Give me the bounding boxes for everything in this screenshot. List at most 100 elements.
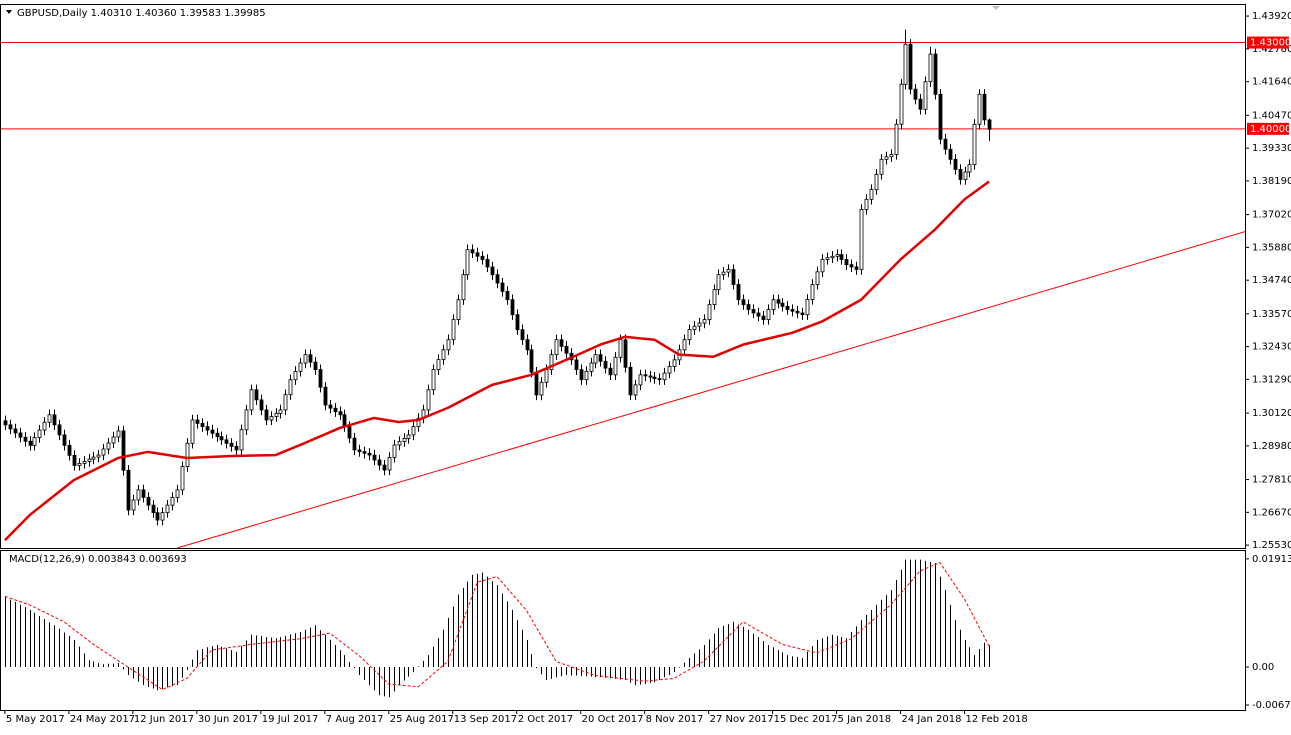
candle-body [37, 429, 42, 438]
candle-body [967, 164, 972, 173]
candle-body [205, 426, 210, 431]
y-tick-label: 1.43920 [1252, 11, 1291, 22]
candle-body [534, 371, 539, 396]
candle-body [766, 309, 771, 320]
candle-body [736, 284, 741, 301]
candle-body [879, 158, 884, 175]
candle-body [652, 376, 657, 379]
candle-body [928, 53, 933, 83]
x-tick-label: 5 Jan 2018 [838, 714, 892, 725]
candle-body [820, 259, 825, 273]
price-panel [0, 4, 1246, 549]
candle-body [170, 496, 175, 506]
candle-body [411, 426, 416, 436]
candle-body [869, 189, 874, 200]
y-tick-label: 1.37020 [1252, 210, 1291, 221]
candle-body [224, 439, 229, 444]
x-tick-label: 15 Dec 2017 [774, 714, 838, 725]
x-tick-label: 30 Jun 2017 [198, 714, 258, 725]
candle-body [465, 249, 470, 276]
candle-body [313, 361, 318, 371]
y-tick-label: 1.28980 [1252, 441, 1291, 452]
candle-body [155, 512, 160, 521]
candle-body [219, 436, 224, 441]
candle-body [23, 436, 28, 442]
price-label: 1.43000 [1250, 38, 1291, 49]
candle-body [362, 451, 367, 454]
candle-body [406, 434, 411, 439]
candle-body [475, 252, 480, 257]
candle-body [259, 399, 264, 411]
candle-body [790, 309, 795, 312]
candle-body [697, 322, 702, 327]
candle-body [977, 93, 982, 125]
candle-body [436, 359, 441, 371]
candle-body [165, 504, 170, 514]
candle-body [682, 339, 687, 351]
x-tick-label: 2 Oct 2017 [518, 714, 573, 725]
candle-body [564, 345, 569, 354]
candle-body [628, 366, 633, 396]
candle-body [480, 255, 485, 260]
candle-body [589, 362, 594, 372]
candle-body [918, 98, 923, 110]
candle-body [593, 354, 598, 364]
candle-body [210, 429, 215, 434]
y-tick-label: 1.31290 [1252, 374, 1291, 385]
x-tick-label: 25 Aug 2017 [390, 714, 454, 725]
candle-body [903, 43, 908, 85]
candle-body [190, 419, 195, 444]
y-tick-label: 1.32430 [1252, 342, 1291, 353]
candle-body [889, 154, 894, 158]
candle-body [82, 461, 87, 464]
price-plot [1, 29, 1245, 548]
candle-body [746, 304, 751, 310]
x-tick-label: 7 Aug 2017 [326, 714, 384, 725]
candle-body [559, 339, 564, 347]
candle-body [111, 436, 116, 444]
candle-body [387, 456, 392, 471]
candle-body [278, 409, 283, 414]
candle-body [544, 369, 549, 383]
candle-body [229, 442, 234, 447]
candle-body [972, 123, 977, 165]
candle-body [461, 274, 466, 301]
candle-body [47, 414, 52, 423]
candle-body [854, 266, 859, 270]
candle-body [520, 329, 525, 341]
candle-body [397, 441, 402, 446]
candle-body [908, 43, 913, 90]
signal-line [4, 561, 990, 691]
candle-body [106, 442, 111, 450]
candle-body [347, 426, 352, 439]
candle-body [470, 249, 475, 254]
candle-body [913, 88, 918, 100]
candle-body [377, 459, 382, 466]
menu-arrow[interactable] [6, 10, 12, 14]
candle-body [638, 374, 643, 386]
candle-body [771, 299, 776, 310]
candle-body [825, 257, 830, 260]
candle-body [529, 349, 534, 373]
candle-body [441, 349, 446, 360]
y-tick-label: 0.00 [1252, 662, 1274, 673]
price-label-box [1247, 36, 1289, 49]
candle-body [96, 454, 101, 458]
shift-marker [992, 6, 1000, 10]
candle-body [185, 442, 190, 467]
candle-body [795, 310, 800, 314]
candle-body [151, 504, 156, 514]
x-tick-label: 24 May 2017 [70, 714, 135, 725]
candle-body [731, 269, 736, 285]
y-tick-label: 1.34740 [1252, 275, 1291, 286]
candle-body [633, 384, 638, 396]
candle-body [372, 454, 377, 461]
candle-body [32, 437, 37, 446]
candle-body [175, 489, 180, 498]
candle-body [515, 314, 520, 331]
y-tick-label: 1.27810 [1252, 475, 1291, 486]
candle-body [333, 407, 338, 413]
candle-body [800, 312, 805, 316]
